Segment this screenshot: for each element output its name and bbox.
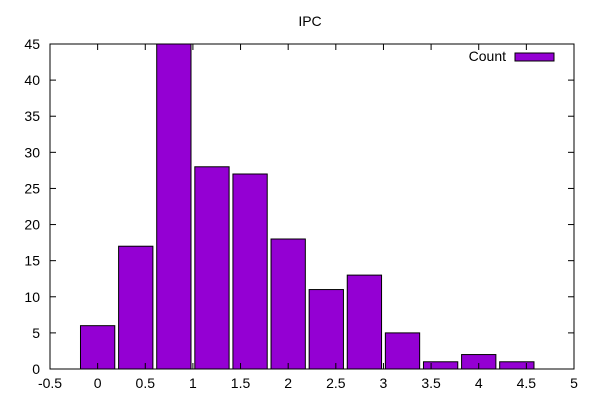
x-tick-label-7: 3 bbox=[380, 375, 388, 391]
x-tick-label-3: 1 bbox=[189, 375, 197, 391]
x-tick-label-6: 2.5 bbox=[326, 375, 346, 391]
x-tick-label-10: 4.5 bbox=[517, 375, 537, 391]
y-tick-label-5: 25 bbox=[24, 180, 40, 196]
bar-1 bbox=[118, 245, 154, 370]
y-tick-label-9: 45 bbox=[24, 36, 40, 52]
bar-9 bbox=[422, 361, 459, 370]
y-tick-label-0: 0 bbox=[32, 361, 40, 377]
y-tick-label-1: 5 bbox=[32, 325, 40, 341]
y-tick-label-7: 35 bbox=[24, 108, 40, 124]
bar-3 bbox=[194, 166, 230, 370]
y-tick-label-2: 10 bbox=[24, 289, 40, 305]
y-tick-label-6: 30 bbox=[24, 144, 40, 160]
bar-0 bbox=[79, 325, 116, 370]
x-tick-label-5: 2 bbox=[284, 375, 292, 391]
legend-swatch-count bbox=[514, 52, 555, 62]
bar-11 bbox=[499, 361, 535, 370]
x-tick-label-2: 0.5 bbox=[136, 375, 156, 391]
x-tick-label-9: 4 bbox=[475, 375, 483, 391]
x-tick-label-8: 3.5 bbox=[421, 375, 441, 391]
bar-6 bbox=[308, 289, 344, 370]
y-tick-label-8: 40 bbox=[24, 72, 40, 88]
chart-title: IPC bbox=[298, 13, 321, 29]
bar-5 bbox=[270, 238, 306, 370]
bar-4 bbox=[232, 173, 268, 370]
x-tick-label-11: 5 bbox=[570, 375, 578, 391]
y-tick-label-4: 20 bbox=[24, 217, 40, 233]
legend: Count bbox=[469, 48, 555, 64]
plot-border bbox=[49, 43, 575, 370]
x-tick-label-4: 1.5 bbox=[231, 375, 251, 391]
bars-group bbox=[79, 43, 535, 370]
bar-7 bbox=[346, 274, 383, 370]
bar-2 bbox=[156, 43, 192, 370]
y-tick-label-3: 15 bbox=[24, 253, 40, 269]
legend-label-count: Count bbox=[469, 48, 506, 64]
x-tick-label-1: 0 bbox=[94, 375, 102, 391]
bar-8 bbox=[384, 332, 421, 370]
x-tick-label-0: -0.5 bbox=[38, 375, 62, 391]
